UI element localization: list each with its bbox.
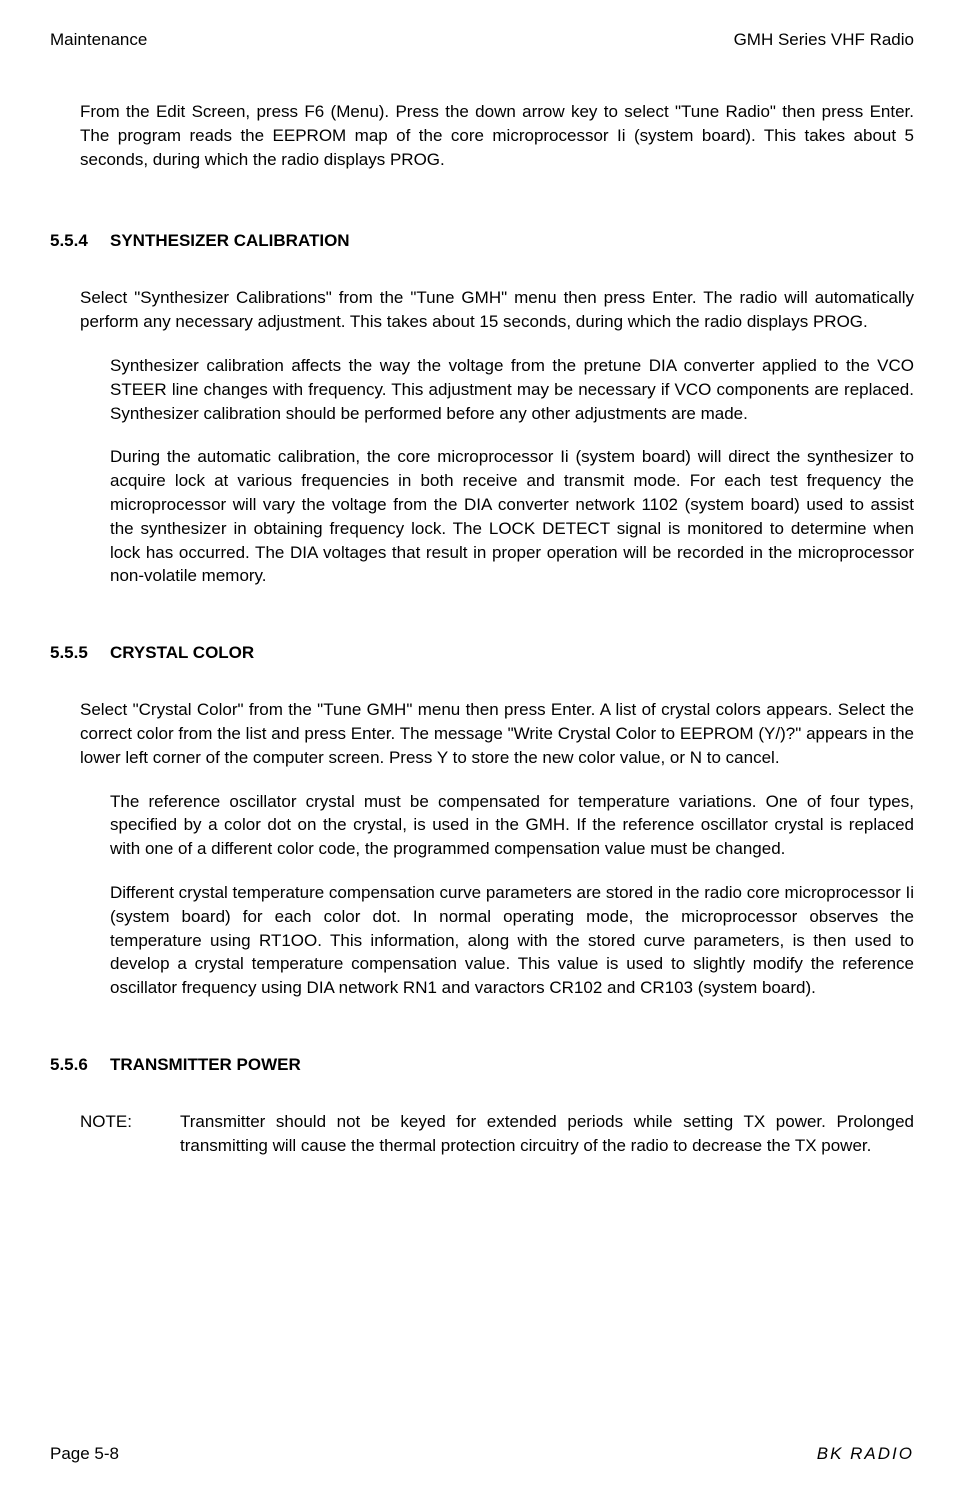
section-title: CRYSTAL COLOR (110, 643, 254, 663)
note-text: Transmitter should not be keyed for exte… (180, 1110, 914, 1158)
section-heading: 5.5.5 CRYSTAL COLOR (50, 643, 914, 663)
indented-paragraph: During the automatic calibration, the co… (110, 445, 914, 588)
note-label: NOTE: (80, 1110, 180, 1158)
section-heading: 5.5.6 TRANSMITTER POWER (50, 1055, 914, 1075)
section-556: 5.5.6 TRANSMITTER POWER NOTE: Transmitte… (80, 1055, 914, 1158)
section-number: 5.5.4 (50, 231, 110, 251)
section-paragraph: Select "Synthesizer Calibrations" from t… (80, 286, 914, 334)
section-554: 5.5.4 SYNTHESIZER CALIBRATION Select "Sy… (80, 231, 914, 588)
page-footer: Page 5-8 BK RADIO (50, 1444, 914, 1464)
section-number: 5.5.5 (50, 643, 110, 663)
header-right: GMH Series VHF Radio (734, 30, 914, 50)
indented-paragraph: The reference oscillator crystal must be… (110, 790, 914, 861)
section-title: SYNTHESIZER CALIBRATION (110, 231, 350, 251)
indented-paragraph: Different crystal temperature compensati… (110, 881, 914, 1000)
section-number: 5.5.6 (50, 1055, 110, 1075)
footer-left: Page 5-8 (50, 1444, 119, 1464)
section-paragraph: Select "Crystal Color" from the "Tune GM… (80, 698, 914, 769)
footer-right: BK RADIO (817, 1444, 914, 1464)
note-block: NOTE: Transmitter should not be keyed fo… (80, 1110, 914, 1158)
intro-paragraph: From the Edit Screen, press F6 (Menu). P… (80, 100, 914, 171)
header-left: Maintenance (50, 30, 147, 50)
indented-paragraph: Synthesizer calibration affects the way … (110, 354, 914, 425)
section-title: TRANSMITTER POWER (110, 1055, 301, 1075)
page-header: Maintenance GMH Series VHF Radio (50, 30, 914, 50)
section-heading: 5.5.4 SYNTHESIZER CALIBRATION (50, 231, 914, 251)
page-content: From the Edit Screen, press F6 (Menu). P… (50, 100, 914, 1158)
section-555: 5.5.5 CRYSTAL COLOR Select "Crystal Colo… (80, 643, 914, 1000)
